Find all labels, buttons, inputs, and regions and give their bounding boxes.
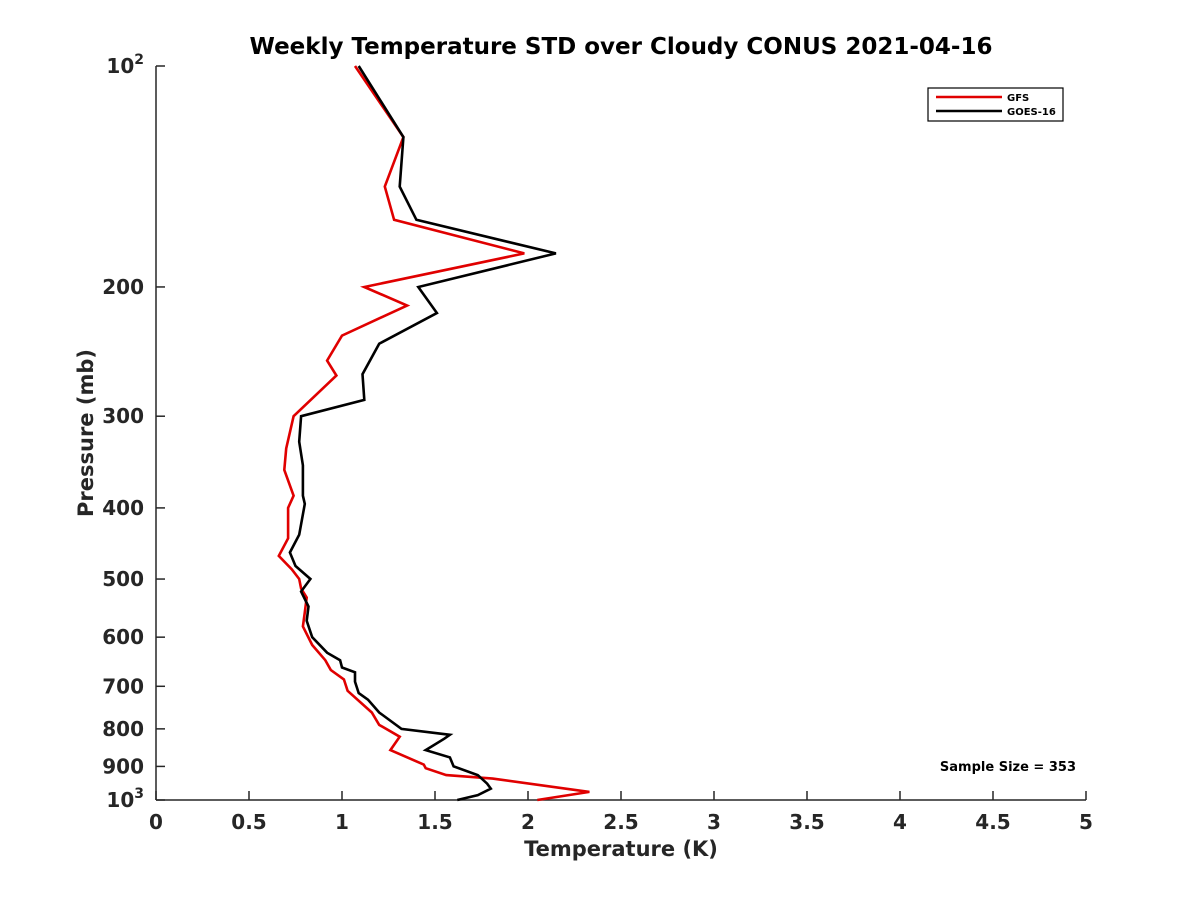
x-axis-label: Temperature (K) xyxy=(524,837,718,861)
legend-label-gfs: GFS xyxy=(1007,93,1029,104)
x-tick-label: 3 xyxy=(707,810,721,834)
series-line-gfs xyxy=(277,65,590,802)
y-tick-label: 103 xyxy=(106,786,144,812)
y-tick-label-base: 10 xyxy=(106,788,134,812)
sample-size-annotation: Sample Size = 353 xyxy=(940,760,1076,775)
y-tick-label: 200 xyxy=(102,275,144,299)
legend: GFS GOES-16 xyxy=(927,87,1064,122)
y-tick-label-exponent: 3 xyxy=(134,786,144,802)
y-tick-label: 700 xyxy=(102,674,144,698)
x-tick-label: 2.5 xyxy=(603,810,638,834)
y-tick-label: 800 xyxy=(102,717,144,741)
x-tick-label: 4 xyxy=(893,810,907,834)
y-axis-label: Pressure (mb) xyxy=(74,349,98,517)
x-tick-label: 3.5 xyxy=(789,810,824,834)
y-tick-label: 600 xyxy=(102,625,144,649)
x-ticks: 0 0.5 1 1.5 2 2.5 3 3.5 4 4.5 5 xyxy=(149,791,1093,834)
axes-background xyxy=(156,66,1086,800)
y-tick-label-exponent: 2 xyxy=(134,52,144,68)
plot-area: 0 0.5 1 1.5 2 2.5 3 3.5 4 4.5 5 102200300400500600… xyxy=(102,52,1093,834)
series-layer xyxy=(277,65,590,802)
legend-box xyxy=(927,87,1064,122)
x-tick-label: 4.5 xyxy=(975,810,1010,834)
legend-label-goes16: GOES-16 xyxy=(1007,107,1056,118)
x-tick-label: 1 xyxy=(335,810,349,834)
y-tick-label: 500 xyxy=(102,567,144,591)
chart-title: Weekly Temperature STD over Cloudy CONUS… xyxy=(250,34,993,60)
y-tick-label: 300 xyxy=(102,404,144,428)
x-tick-label: 0.5 xyxy=(231,810,266,834)
x-tick-label: 5 xyxy=(1079,810,1093,834)
y-tick-label-base: 10 xyxy=(106,54,134,78)
x-tick-label: 2 xyxy=(521,810,535,834)
y-tick-label: 102 xyxy=(106,52,144,78)
y-tick-label: 400 xyxy=(102,496,144,520)
x-tick-label: 1.5 xyxy=(417,810,452,834)
y-tick-label: 900 xyxy=(102,754,144,778)
series-line-goes16 xyxy=(288,65,557,802)
x-tick-label: 0 xyxy=(149,810,163,834)
